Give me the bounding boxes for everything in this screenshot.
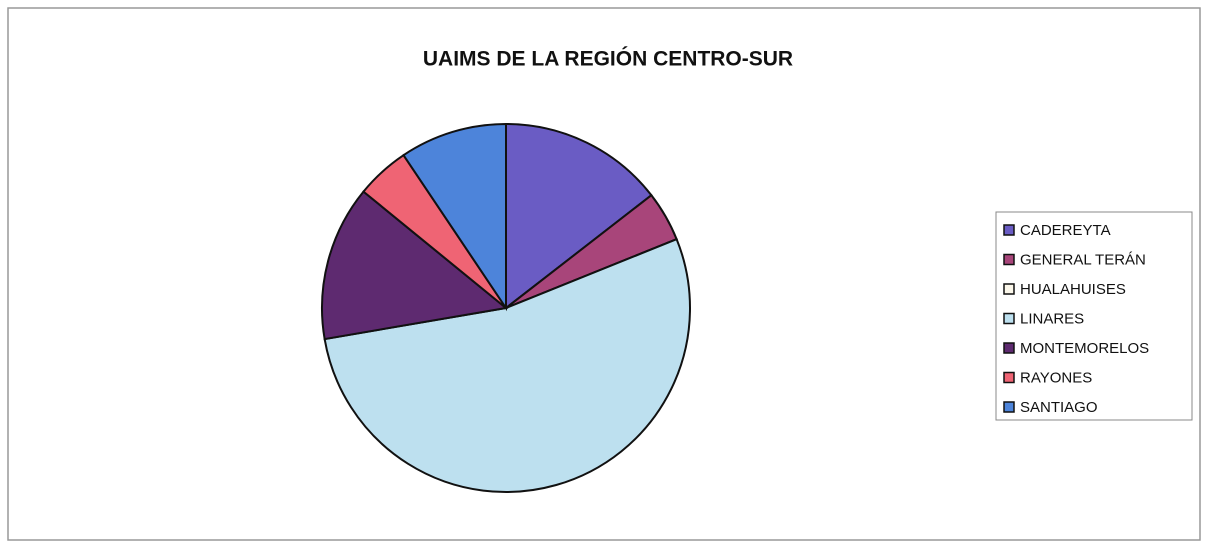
pie-slice [323, 237, 691, 493]
pie-slice [505, 122, 653, 311]
legend-label: GENERAL TERÁN [1020, 251, 1146, 268]
legend-swatch [1003, 342, 1015, 354]
legend-label: LINARES [1020, 310, 1084, 327]
legend-swatch [1003, 401, 1015, 413]
legend-label: SANTIAGO [1020, 399, 1098, 416]
chart-title: UAIMS DE LA REGIÓN CENTRO-SUR [423, 47, 793, 71]
pie-slice [402, 122, 507, 312]
legend-swatch [1003, 371, 1015, 384]
legend-swatch [1003, 312, 1015, 325]
legend-label: RAYONES [1020, 369, 1092, 386]
pie-slice [321, 190, 509, 341]
legend-swatch [1003, 283, 1015, 295]
legend-label: CADEREYTA [1020, 222, 1111, 239]
legend-label: MONTEMORELOS [1020, 340, 1149, 357]
legend-box [995, 211, 1193, 421]
legend-swatch [1003, 253, 1015, 266]
legend-swatch [1003, 224, 1015, 236]
legend-label: HUALAHUISES [1020, 281, 1126, 298]
